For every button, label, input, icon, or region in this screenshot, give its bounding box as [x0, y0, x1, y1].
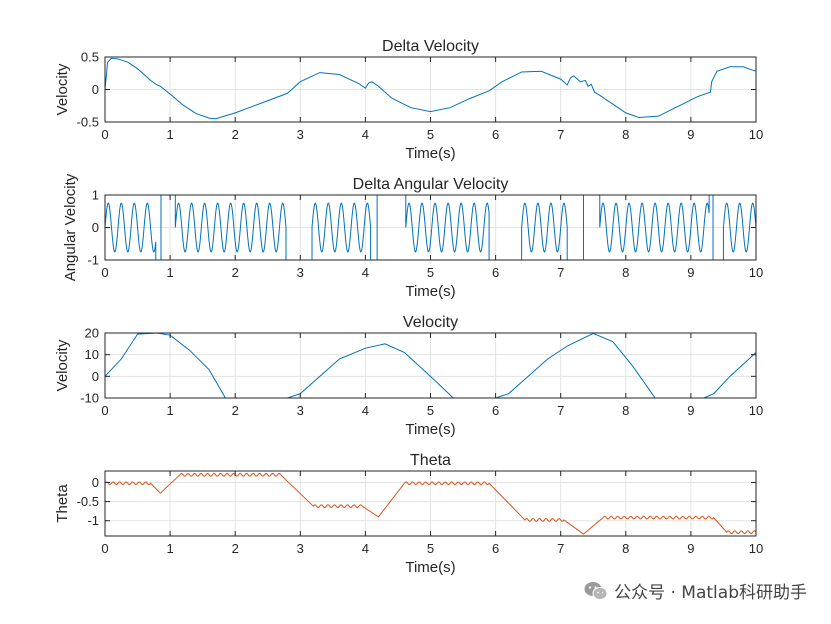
x-tick-label: 10: [749, 127, 763, 142]
y-tick-label: 20: [85, 326, 99, 341]
y-tick-label: -1: [87, 513, 99, 528]
x-tick-label: 7: [557, 265, 564, 280]
y-tick-label: 0: [92, 475, 99, 490]
chart-title: Delta Angular Velocity: [353, 176, 509, 193]
y-axis-label: Theta: [54, 484, 71, 523]
y-tick-label: 0.5: [81, 50, 99, 65]
x-tick-label: 6: [492, 541, 499, 556]
x-tick-label: 8: [622, 403, 629, 418]
x-tick-label: 6: [492, 403, 499, 418]
x-tick-label: 8: [622, 265, 629, 280]
x-tick-label: 3: [297, 265, 304, 280]
chart-title: Delta Velocity: [382, 38, 479, 55]
x-tick-label: 7: [557, 127, 564, 142]
y-tick-label: 0: [92, 369, 99, 384]
watermark-text: 公众号 · Matlab科研助手: [614, 583, 807, 603]
x-tick-label: 4: [362, 127, 369, 142]
x-tick-label: 1: [166, 403, 173, 418]
x-tick-label: 0: [101, 541, 108, 556]
x-tick-label: 9: [687, 127, 694, 142]
x-tick-label: 3: [297, 127, 304, 142]
y-axis-label: Angular Velocity: [62, 173, 79, 281]
y-axis-label: Velocity: [54, 339, 71, 391]
x-tick-label: 6: [492, 127, 499, 142]
x-tick-label: 9: [687, 403, 694, 418]
data-line: [104, 473, 757, 535]
x-tick-label: 4: [362, 541, 369, 556]
chart-title: Velocity: [403, 314, 458, 331]
x-tick-label: 7: [557, 403, 564, 418]
y-tick-label: 1: [92, 188, 99, 203]
x-tick-label: 0: [101, 265, 108, 280]
subplot-3: 0 1 2 3 4 5 6 7 8 9 10-1001020VelocityTime(s)Veloc…: [54, 314, 763, 438]
x-tick-label: 2: [232, 265, 239, 280]
y-tick-label: 10: [85, 347, 99, 362]
x-tick-label: 2: [232, 127, 239, 142]
x-axis-label: Time(s): [405, 421, 455, 438]
data-line: [104, 57, 757, 120]
x-tick-label: 10: [749, 265, 763, 280]
x-axis-label: Time(s): [405, 283, 455, 300]
x-tick-label: 7: [557, 541, 564, 556]
x-tick-label: 4: [362, 265, 369, 280]
subplot-4: 0 1 2 3 4 5 6 7 8 9 10 -1 -0.5 0 Theta Time(s) Theta: [54, 452, 763, 576]
chart-title: Theta: [410, 452, 451, 469]
x-tick-label: 5: [427, 403, 434, 418]
x-tick-label: 8: [622, 541, 629, 556]
y-tick-label: -10: [80, 391, 99, 406]
x-tick-label: 2: [232, 541, 239, 556]
wechat-icon: [584, 581, 608, 600]
x-tick-label: 3: [297, 541, 304, 556]
x-tick-label: 1: [166, 127, 173, 142]
x-tick-label: 3: [297, 403, 304, 418]
x-tick-label: 1: [166, 541, 173, 556]
y-tick-label: 0: [92, 82, 99, 97]
x-tick-label: 5: [427, 265, 434, 280]
x-tick-label: 5: [427, 127, 434, 142]
y-axis-label: Velocity: [54, 63, 71, 115]
x-tick-label: 9: [687, 541, 694, 556]
y-tick-label: -0.5: [77, 115, 99, 130]
x-tick-label: 10: [749, 403, 763, 418]
x-tick-label: 8: [622, 127, 629, 142]
watermark: 公众号 · Matlab科研助手: [584, 578, 807, 603]
x-axis-label: Time(s): [405, 559, 455, 576]
data-line: [104, 194, 757, 261]
x-tick-label: 5: [427, 541, 434, 556]
y-tick-label: 0: [92, 220, 99, 235]
x-tick-label: 1: [166, 265, 173, 280]
x-tick-label: 0: [101, 403, 108, 418]
x-tick-label: 6: [492, 265, 499, 280]
y-tick-label: -1: [87, 253, 99, 268]
x-axis-label: Time(s): [405, 145, 455, 162]
x-tick-label: 4: [362, 403, 369, 418]
x-tick-label: 2: [232, 403, 239, 418]
x-tick-label: 9: [687, 265, 694, 280]
x-tick-label: 10: [749, 541, 763, 556]
y-tick-label: -0.5: [77, 494, 99, 509]
data-line: [104, 332, 757, 399]
x-tick-label: 0: [101, 127, 108, 142]
